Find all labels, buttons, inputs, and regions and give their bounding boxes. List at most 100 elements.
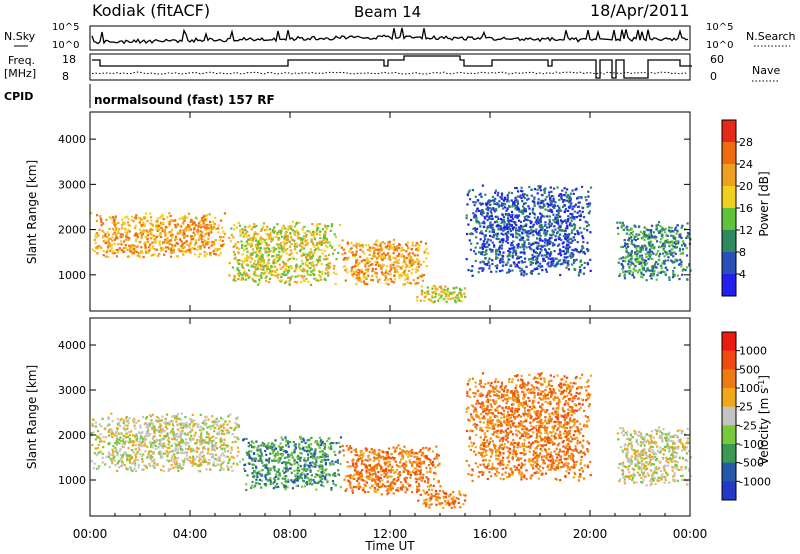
velocity-echo-cell	[222, 460, 225, 463]
power-echo-cell	[411, 252, 414, 255]
power-echo-cell	[546, 244, 549, 247]
power-echo-cell	[650, 240, 653, 244]
power-echo-cell	[412, 261, 416, 264]
power-echo-cell	[251, 236, 254, 239]
power-echo-cell	[502, 216, 506, 219]
power-echo-cell	[278, 258, 281, 261]
power-echo-cell	[257, 283, 260, 286]
velocity-echo-cell	[211, 415, 214, 418]
power-echo-cell	[292, 232, 296, 235]
power-echo-cell	[495, 248, 498, 251]
velocity-echo-cell	[251, 467, 254, 470]
power-echo-cell	[548, 218, 551, 221]
velocity-echo-cell	[263, 483, 266, 486]
power-echo-cell	[564, 191, 568, 194]
velocity-echo-cell	[215, 453, 218, 456]
velocity-echo-cell	[292, 441, 295, 444]
power-echo-cell	[682, 268, 685, 271]
velocity-echo-cell	[196, 464, 199, 467]
power-echo-cell	[291, 256, 294, 259]
power-echo-cell	[255, 268, 258, 271]
power-echo-cell	[157, 228, 160, 231]
power-echo-cell	[114, 237, 117, 240]
power-echo-cell	[201, 219, 204, 222]
power-echo-cell	[439, 285, 442, 288]
power-echo-cell	[193, 221, 196, 224]
power-echo-cell	[291, 275, 294, 278]
velocity-echo-cell	[144, 444, 147, 447]
power-echo-cell	[389, 273, 392, 276]
power-echo-cell	[661, 236, 664, 239]
power-echo-cell	[253, 231, 256, 234]
power-echo-cell	[573, 205, 576, 208]
power-echo-cell	[496, 264, 499, 267]
power-ytick-label: 2000	[58, 224, 86, 237]
power-echo-cell	[635, 247, 638, 250]
power-echo-cell	[249, 238, 252, 241]
power-echo-cell	[94, 235, 97, 238]
power-echo-cell	[277, 246, 280, 249]
velocity-echo-cell	[115, 434, 118, 438]
power-echo-cell	[418, 244, 421, 247]
power-echo-cell	[658, 221, 661, 224]
power-echo-cell	[510, 191, 514, 195]
velocity-echo-cell	[303, 457, 306, 460]
velocity-echo-cell	[175, 452, 179, 455]
power-echo-cell	[266, 246, 269, 249]
power-echo-cell	[256, 267, 260, 270]
velocity-echo-cell	[115, 430, 119, 434]
power-echo-cell	[420, 240, 423, 243]
power-echo-cell	[678, 233, 681, 236]
freq-label-1: Freq.	[8, 54, 35, 67]
power-echo-cell	[373, 253, 376, 256]
power-echo-cell	[319, 230, 322, 233]
velocity-echo-cell	[326, 481, 329, 484]
power-echo-cell	[677, 240, 680, 243]
velocity-echo-cell	[200, 433, 203, 436]
power-echo-cell	[273, 230, 276, 233]
power-echo-cell	[172, 251, 175, 254]
power-echo-cell	[312, 266, 315, 269]
power-echo-cell	[409, 282, 412, 285]
power-echo-cell	[278, 273, 281, 276]
power-echo-cell	[245, 240, 248, 243]
power-echo-cell	[408, 254, 411, 257]
power-echo-cell	[507, 228, 510, 231]
velocity-echo-cell	[175, 420, 178, 423]
power-echo-cell	[414, 260, 417, 263]
power-echo-cell	[244, 278, 248, 281]
power-echo-cell	[392, 256, 395, 259]
velocity-echo-cell	[258, 478, 261, 481]
power-echo-cell	[495, 209, 498, 212]
velocity-echo-cell	[227, 415, 230, 418]
velocity-echo-cell	[269, 480, 272, 483]
velocity-echo-cell	[167, 443, 170, 446]
velocity-echo-cell	[193, 459, 196, 462]
velocity-echo-cell	[250, 484, 253, 487]
velocity-echo-cell	[156, 463, 159, 466]
power-echo-cell	[557, 211, 560, 214]
velocity-echo-cell	[298, 447, 302, 450]
power-echo-cell	[511, 269, 514, 272]
power-echo-cell	[566, 243, 569, 246]
power-echo-cell	[517, 190, 520, 193]
power-echo-cell	[157, 254, 160, 257]
power-echo-cell	[301, 252, 305, 255]
power-echo-cell	[529, 257, 533, 261]
power-echo-cell	[408, 261, 411, 264]
power-echo-cell	[122, 250, 125, 253]
power-echo-cell	[550, 200, 553, 204]
power-echo-cell	[162, 247, 165, 250]
velocity-echo-cell	[165, 413, 169, 416]
power-echo-cell	[285, 248, 288, 251]
power-echo-cell	[270, 273, 273, 276]
power-echo-cell	[436, 288, 439, 291]
power-echo-cell	[581, 235, 584, 238]
power-echo-cell	[261, 237, 264, 241]
power-echo-cell	[269, 235, 272, 238]
power-echo-cell	[502, 199, 506, 202]
power-echo-cell	[210, 231, 213, 234]
power-echo-cell	[552, 187, 556, 190]
power-echo-cell	[335, 272, 338, 275]
power-echo-cell	[199, 234, 202, 238]
